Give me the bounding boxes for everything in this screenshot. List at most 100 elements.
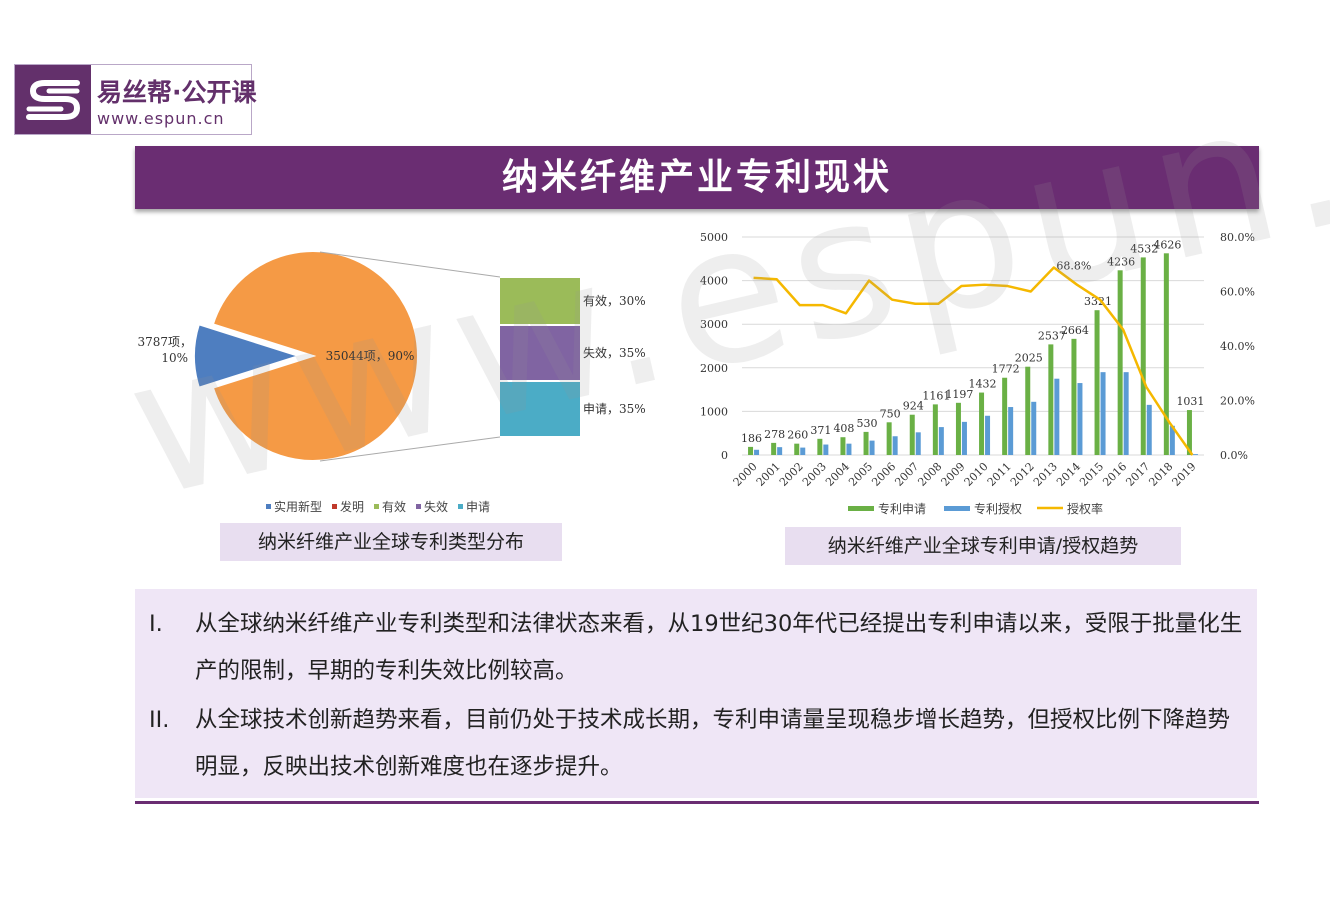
bar-application	[771, 442, 777, 455]
x-tick-label: 2004	[823, 460, 852, 489]
bar-grant	[754, 449, 760, 455]
bar-grant	[777, 447, 783, 455]
x-tick-label: 2012	[1008, 460, 1037, 489]
logo: 易丝帮·公开课 www.espun.cn	[14, 64, 257, 135]
bar-data-label: 1031	[1176, 395, 1204, 408]
legend-label: 发明	[340, 499, 364, 514]
breakdown-segment	[500, 326, 580, 380]
note-text: 从全球纳米纤维产业专利类型和法律状态来看，从19世纪30年代已经提出专利申请以来…	[195, 611, 1243, 684]
x-tick-label: 2001	[754, 460, 783, 489]
y-tick-left: 0	[721, 449, 728, 462]
bar-application	[1140, 257, 1146, 455]
x-tick-label: 2000	[731, 460, 760, 489]
bar-data-label: 1197	[945, 388, 973, 401]
bar-application	[1002, 377, 1008, 455]
x-tick-label: 2019	[1170, 460, 1199, 489]
bar-grant	[869, 440, 875, 455]
legend-label: 专利授权	[974, 501, 1022, 516]
notes-panel: I. 从全球纳米纤维产业专利类型和法律状态来看，从19世纪30年代已经提出专利申…	[135, 589, 1257, 798]
legend-swatch	[416, 504, 421, 509]
y-tick-right: 20.0%	[1220, 395, 1255, 408]
x-tick-label: 2009	[939, 460, 968, 489]
bar-application	[1186, 410, 1192, 455]
bar-grant	[961, 421, 967, 455]
connector-line	[319, 436, 501, 462]
y-tick-right: 0.0%	[1220, 449, 1248, 462]
note-number: I.	[149, 611, 163, 637]
bar-grant	[985, 415, 991, 455]
legend-label: 授权率	[1067, 501, 1103, 516]
bar-application	[955, 402, 961, 455]
rate-line	[753, 266, 1194, 456]
bar-grant	[1192, 454, 1198, 455]
bar-chart-caption: 纳米纤维产业全球专利申请/授权趋势	[785, 527, 1181, 565]
legend-label: 实用新型	[274, 499, 322, 514]
pie-label-invention: 35044项，90%	[326, 349, 415, 363]
legend-swatch	[332, 504, 337, 509]
legend-swatch	[374, 504, 379, 509]
bar-grant	[1008, 407, 1014, 455]
page-title: 纳米纤维产业专利现状	[135, 146, 1259, 209]
bar-application	[863, 431, 869, 455]
breakdown-label: 申请，35%	[583, 402, 646, 416]
note-text: 从全球技术创新趋势来看，目前仍处于技术成长期，专利申请量呈现稳步增长趋势，但授权…	[195, 707, 1231, 780]
bar-application	[909, 414, 915, 455]
bar-data-label: 186	[741, 432, 762, 445]
bar-data-label: 750	[880, 407, 901, 420]
legend-label: 失效	[424, 499, 448, 514]
bar-data-label: 530	[857, 417, 878, 430]
bar-data-label: 1772	[992, 363, 1020, 376]
bar-data-label: 1432	[969, 378, 997, 391]
x-tick-label: 2016	[1100, 460, 1129, 489]
bar-data-label: 2537	[1038, 329, 1066, 342]
y-tick-left: 4000	[700, 275, 728, 288]
x-tick-label: 2006	[869, 460, 898, 489]
breakdown-segment	[500, 382, 580, 436]
logo-mark-icon	[15, 65, 91, 134]
bar-application	[1094, 310, 1100, 455]
x-tick-label: 2010	[962, 460, 991, 489]
pie-chart-caption: 纳米纤维产业全球专利类型分布	[220, 523, 562, 561]
bar-data-label: 2025	[1015, 352, 1043, 365]
logo-url: www.espun.cn	[97, 109, 225, 128]
bar-grant	[1031, 401, 1037, 455]
connector-line	[319, 251, 501, 278]
pie-slice-invention	[211, 250, 419, 462]
bar-application	[1025, 366, 1031, 455]
x-tick-label: 2017	[1123, 460, 1152, 489]
y-tick-right: 40.0%	[1220, 340, 1255, 353]
x-tick-label: 2003	[800, 460, 829, 489]
bar-data-label: 4236	[1107, 255, 1135, 268]
y-tick-right: 60.0%	[1220, 286, 1255, 299]
legend-label: 申请	[466, 500, 490, 514]
bar-data-label: 4532	[1130, 242, 1158, 255]
bar-data-label: 4626	[1153, 238, 1181, 251]
x-tick-label: 2002	[777, 460, 806, 489]
x-tick-label: 2015	[1077, 460, 1106, 489]
y-tick-left: 5000	[700, 231, 728, 244]
bar-data-label: 260	[787, 429, 808, 442]
bar-application	[979, 392, 985, 455]
bar-grant	[823, 444, 829, 455]
x-tick-label: 2014	[1054, 460, 1083, 489]
legend-swatch	[266, 504, 271, 509]
x-tick-label: 2005	[846, 460, 875, 489]
breakdown-segment	[500, 278, 580, 324]
y-tick-left: 2000	[700, 362, 728, 375]
bar-grant	[800, 447, 806, 455]
bar-grant	[1169, 425, 1175, 455]
bar-application	[886, 422, 892, 455]
y-tick-left: 1000	[700, 405, 728, 418]
bar-application	[932, 404, 938, 455]
bar-grant	[915, 432, 921, 455]
legend-swatch	[458, 504, 463, 509]
y-tick-right: 80.0%	[1220, 231, 1255, 244]
bar-data-label: 408	[833, 422, 854, 435]
breakdown-label: 有效，30%	[583, 293, 646, 308]
bar-grant	[1146, 404, 1152, 455]
bar-application	[794, 443, 800, 455]
x-tick-label: 2011	[985, 460, 1014, 489]
legend-swatch	[848, 506, 874, 511]
bar-data-label: 2664	[1061, 324, 1089, 337]
